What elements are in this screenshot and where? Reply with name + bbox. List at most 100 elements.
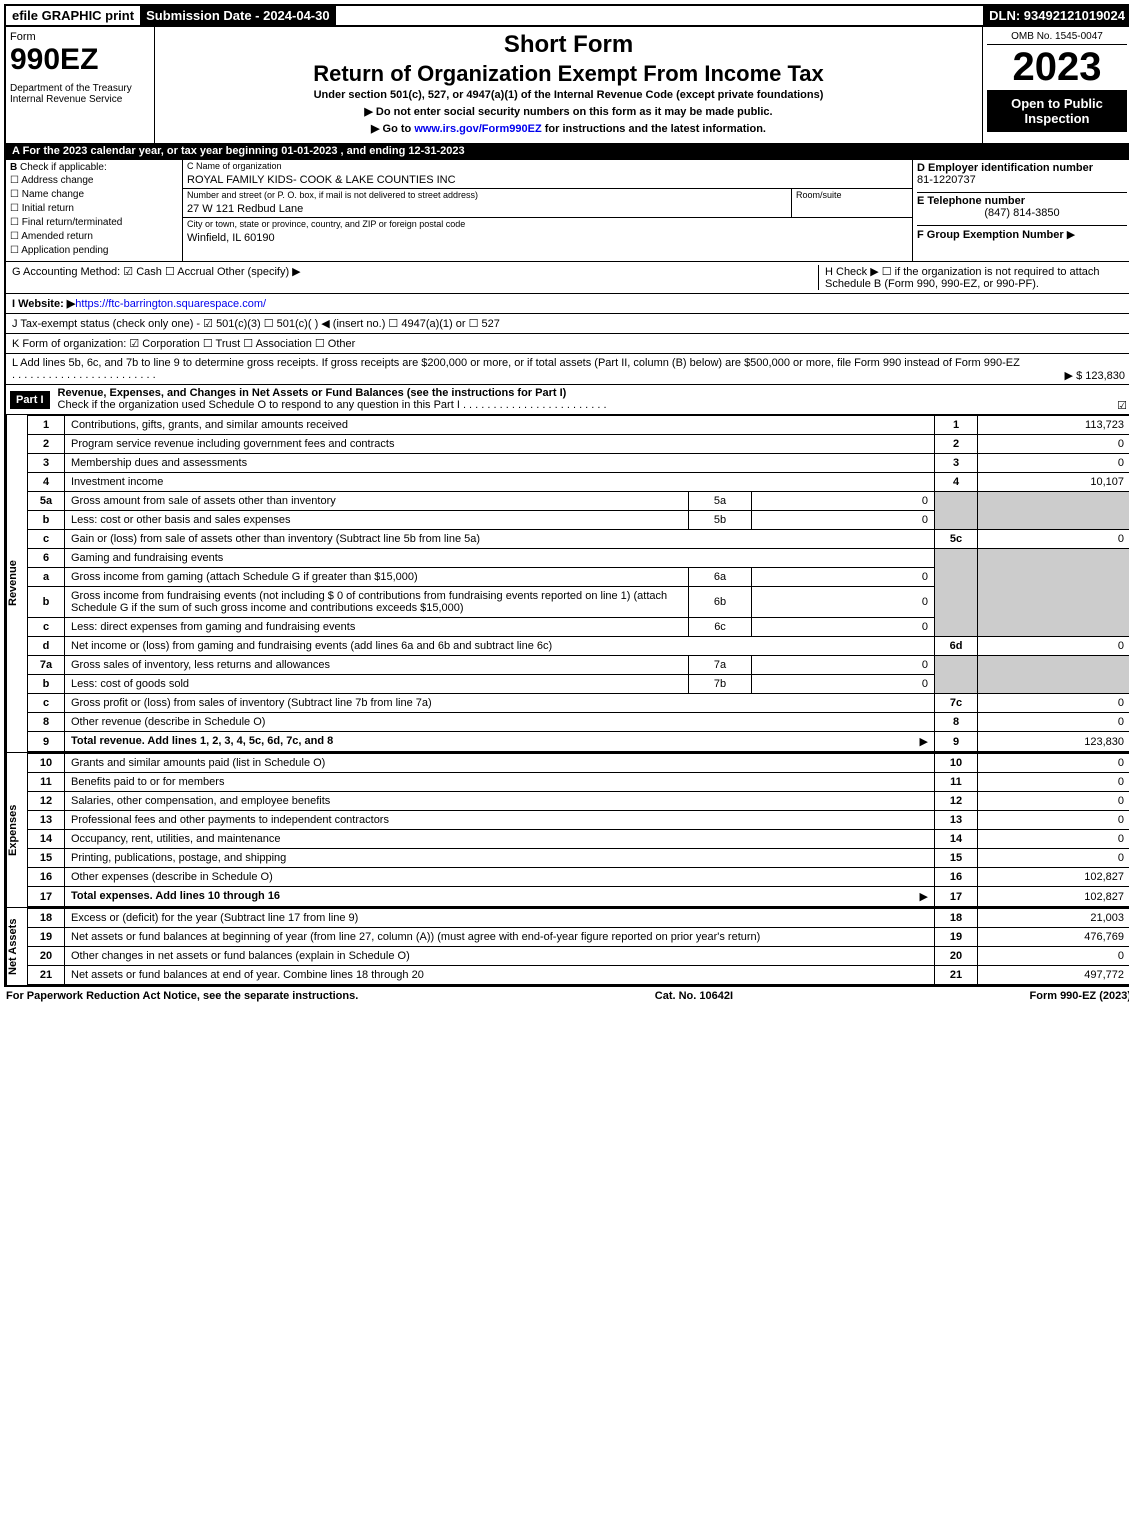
line-14-val: 0 bbox=[978, 830, 1129, 849]
part1-check-text: Check if the organization used Schedule … bbox=[58, 399, 460, 411]
website-row: I Website: ▶https://ftc-barrington.squar… bbox=[6, 293, 1129, 313]
section-c: C Name of organization ROYAL FAMILY KIDS… bbox=[183, 160, 912, 261]
form-label: Form bbox=[10, 31, 150, 43]
form-number: 990EZ bbox=[10, 43, 150, 77]
line-17-val: 102,827 bbox=[978, 887, 1129, 907]
line-6a-text: Gross income from gaming (attach Schedul… bbox=[65, 568, 689, 587]
omb-number: OMB No. 1545-0047 bbox=[987, 31, 1127, 45]
line-12-text: Salaries, other compensation, and employ… bbox=[65, 792, 935, 811]
part1-title: Revenue, Expenses, and Changes in Net As… bbox=[58, 387, 567, 399]
footer-left: For Paperwork Reduction Act Notice, see … bbox=[6, 990, 358, 1002]
gross-receipts-total: $ 123,830 bbox=[1076, 370, 1125, 382]
line-11-text: Benefits paid to or for members bbox=[65, 773, 935, 792]
line-6b-text: Gross income from fundraising events (no… bbox=[65, 587, 689, 618]
telephone: (847) 814-3850 bbox=[917, 207, 1127, 219]
website-link[interactable]: https://ftc-barrington.squarespace.com/ bbox=[75, 298, 266, 310]
header-left: Form 990EZ Department of the Treasury In… bbox=[6, 27, 155, 143]
instr-ssn: Do not enter social security numbers on … bbox=[159, 105, 978, 118]
street-label: Number and street (or P. O. box, if mail… bbox=[183, 189, 791, 201]
line-3-text: Membership dues and assessments bbox=[65, 454, 935, 473]
revenue-table: 1Contributions, gifts, grants, and simil… bbox=[27, 415, 1129, 752]
chk-name-change[interactable]: ☐ Name change bbox=[10, 189, 178, 201]
header-center: Short Form Return of Organization Exempt… bbox=[155, 27, 982, 143]
schedule-b-check: H Check ▶ ☐ if the organization is not r… bbox=[818, 265, 1125, 290]
chk-address-change[interactable]: ☐ Address change bbox=[10, 175, 178, 187]
line-5b-text: Less: cost or other basis and sales expe… bbox=[65, 511, 689, 530]
gross-receipts-row: L Add lines 5b, 6c, and 7b to line 9 to … bbox=[6, 353, 1129, 384]
footer-right: Form 990-EZ (2023) bbox=[1030, 990, 1129, 1002]
sidebar-expenses: Expenses bbox=[6, 753, 27, 907]
line-21-text: Net assets or fund balances at end of ye… bbox=[65, 966, 935, 985]
line-6c-val: 0 bbox=[752, 618, 935, 637]
line-7a-val: 0 bbox=[752, 656, 935, 675]
line-10-val: 0 bbox=[978, 754, 1129, 773]
tel-label: E Telephone number bbox=[917, 195, 1025, 207]
line-11-val: 0 bbox=[978, 773, 1129, 792]
subtitle: Under section 501(c), 527, or 4947(a)(1)… bbox=[159, 89, 978, 101]
dln: DLN: 93492121019024 bbox=[983, 6, 1129, 25]
submission-date: Submission Date - 2024-04-30 bbox=[140, 6, 336, 25]
section-a: A For the 2023 calendar year, or tax yea… bbox=[6, 143, 1129, 159]
chk-amended-return[interactable]: ☐ Amended return bbox=[10, 231, 178, 243]
line-9-text: Total revenue. Add lines 1, 2, 3, 4, 5c,… bbox=[65, 732, 935, 752]
line-4-text: Investment income bbox=[65, 473, 935, 492]
part1-checkbox[interactable]: ☑ bbox=[1117, 399, 1127, 412]
line-20-text: Other changes in net assets or fund bala… bbox=[65, 947, 935, 966]
line-7c-text: Gross profit or (loss) from sales of inv… bbox=[65, 694, 935, 713]
line-7b-val: 0 bbox=[752, 675, 935, 694]
org-name: ROYAL FAMILY KIDS- COOK & LAKE COUNTIES … bbox=[183, 172, 912, 188]
group-exemption-label: F Group Exemption Number bbox=[917, 229, 1064, 241]
form-container: Form 990EZ Department of the Treasury In… bbox=[4, 27, 1129, 987]
line-18-val: 21,003 bbox=[978, 909, 1129, 928]
revenue-block: Revenue 1Contributions, gifts, grants, a… bbox=[6, 414, 1129, 752]
chk-final-return[interactable]: ☐ Final return/terminated bbox=[10, 217, 178, 229]
line-5a-text: Gross amount from sale of assets other t… bbox=[65, 492, 689, 511]
netassets-table: 18Excess or (deficit) for the year (Subt… bbox=[27, 908, 1129, 985]
line-7a-text: Gross sales of inventory, less returns a… bbox=[65, 656, 689, 675]
city: Winfield, IL 60190 bbox=[183, 230, 912, 246]
line-21-val: 497,772 bbox=[978, 966, 1129, 985]
page-footer: For Paperwork Reduction Act Notice, see … bbox=[4, 987, 1129, 1005]
efile-print[interactable]: efile GRAPHIC print bbox=[6, 6, 140, 25]
line-18-text: Excess or (deficit) for the year (Subtra… bbox=[65, 909, 935, 928]
line-1-val: 113,723 bbox=[978, 416, 1129, 435]
line-6-text: Gaming and fundraising events bbox=[65, 549, 935, 568]
line-16-val: 102,827 bbox=[978, 868, 1129, 887]
room-label: Room/suite bbox=[792, 189, 912, 201]
line-16-text: Other expenses (describe in Schedule O) bbox=[65, 868, 935, 887]
line-6b-val: 0 bbox=[752, 587, 935, 618]
section-bcdef: B Check if applicable: ☐ Address change … bbox=[6, 159, 1129, 261]
line-2-text: Program service revenue including govern… bbox=[65, 435, 935, 454]
part1-label: Part I bbox=[10, 391, 50, 409]
irs-link[interactable]: www.irs.gov/Form990EZ bbox=[414, 123, 541, 135]
line-12-val: 0 bbox=[978, 792, 1129, 811]
line-7c-val: 0 bbox=[978, 694, 1129, 713]
line-4-val: 10,107 bbox=[978, 473, 1129, 492]
chk-application-pending[interactable]: ☐ Application pending bbox=[10, 245, 178, 257]
line-5b-val: 0 bbox=[752, 511, 935, 530]
line-5c-val: 0 bbox=[978, 530, 1129, 549]
title-return: Return of Organization Exempt From Incom… bbox=[159, 61, 978, 87]
sidebar-netassets: Net Assets bbox=[6, 908, 27, 985]
title-short: Short Form bbox=[159, 31, 978, 59]
expenses-block: Expenses 10Grants and similar amounts pa… bbox=[6, 752, 1129, 907]
dept-label: Department of the Treasury Internal Reve… bbox=[10, 83, 150, 105]
line-14-text: Occupancy, rent, utilities, and maintena… bbox=[65, 830, 935, 849]
section-b: B Check if applicable: ☐ Address change … bbox=[6, 160, 183, 261]
tax-year: 2023 bbox=[987, 45, 1127, 90]
line-5a-val: 0 bbox=[752, 492, 935, 511]
city-label: City or town, state or province, country… bbox=[183, 218, 912, 230]
ein: 81-1220737 bbox=[917, 174, 1127, 186]
line-6c-text: Less: direct expenses from gaming and fu… bbox=[65, 618, 689, 637]
section-gh: G Accounting Method: ☑ Cash ☐ Accrual Ot… bbox=[6, 261, 1129, 293]
line-8-text: Other revenue (describe in Schedule O) bbox=[65, 713, 935, 732]
line-2-val: 0 bbox=[978, 435, 1129, 454]
line-6d-val: 0 bbox=[978, 637, 1129, 656]
line-7b-text: Less: cost of goods sold bbox=[65, 675, 689, 694]
sidebar-revenue: Revenue bbox=[6, 415, 27, 752]
netassets-block: Net Assets 18Excess or (deficit) for the… bbox=[6, 907, 1129, 985]
chk-initial-return[interactable]: ☐ Initial return bbox=[10, 203, 178, 215]
line-8-val: 0 bbox=[978, 713, 1129, 732]
open-inspection: Open to Public Inspection bbox=[987, 90, 1127, 132]
line-15-text: Printing, publications, postage, and shi… bbox=[65, 849, 935, 868]
